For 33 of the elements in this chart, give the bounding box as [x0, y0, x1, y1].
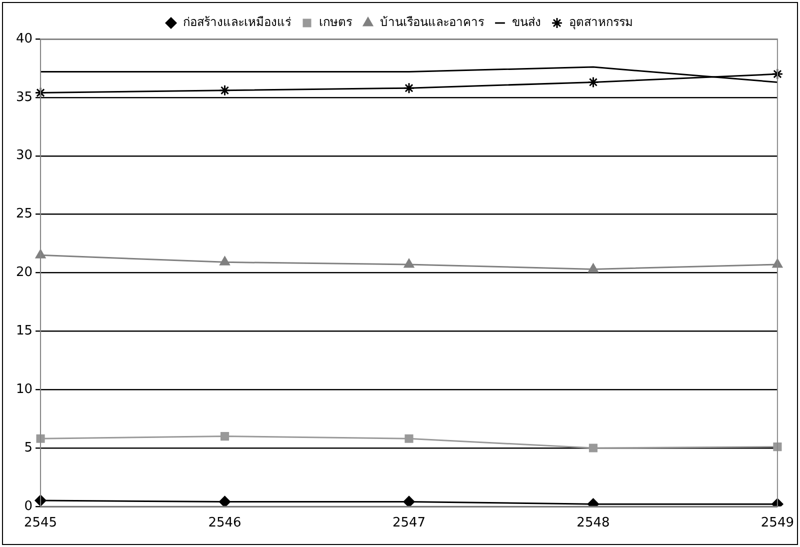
y-tick-label: 40: [16, 31, 33, 46]
y-tick-label: 10: [16, 382, 33, 397]
point: [772, 258, 783, 268]
legend-label: ก่อสร้างและเหมืองแร่: [183, 15, 292, 30]
legend-label: บ้านเรือนและอาคาร: [380, 15, 485, 30]
legend-label: ขนส่ง: [512, 15, 541, 30]
point: [403, 82, 415, 94]
x-tick-label: 2547: [392, 516, 426, 531]
point: [403, 496, 415, 506]
x-tick-label: 2549: [760, 516, 794, 531]
point: [220, 256, 230, 266]
y-tick-label: 25: [16, 206, 33, 222]
point: [404, 434, 414, 443]
y-tick-label: 30: [16, 148, 33, 164]
y-tick-label: 0: [24, 498, 33, 514]
legend-label: เกษตร: [319, 15, 353, 30]
legend-label: อุตสาหกรรม: [569, 15, 633, 30]
point: [219, 496, 231, 506]
point: [404, 258, 414, 268]
point: [219, 84, 231, 96]
point: [587, 76, 599, 88]
y-tick-label: 20: [16, 265, 33, 280]
point: [772, 68, 784, 80]
y-tick-label: 5: [24, 440, 33, 456]
point: [588, 263, 598, 272]
y-tick-label: 35: [16, 90, 33, 105]
x-tick-label: 2548: [576, 516, 610, 531]
point: [34, 87, 46, 98]
x-tick-label: 2546: [208, 516, 242, 531]
point: [588, 444, 598, 452]
x-tick-label: 2545: [24, 516, 58, 531]
point: [220, 432, 230, 441]
y-tick-label: 15: [16, 324, 33, 338]
